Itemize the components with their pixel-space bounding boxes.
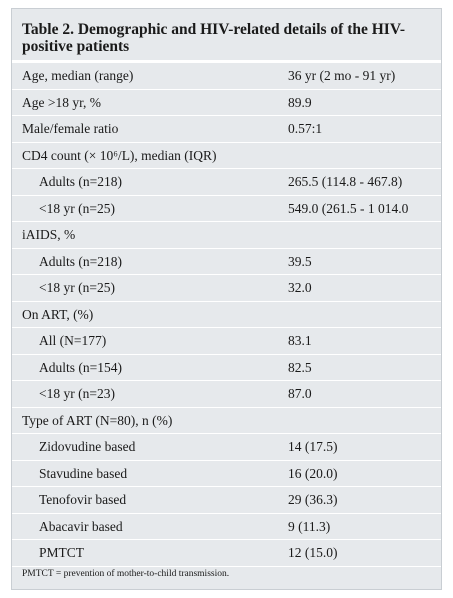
table-row: Age >18 yr, % 89.9 xyxy=(12,90,441,116)
row-value: 549.0 (261.5 - 1 014.0 xyxy=(288,200,409,216)
row-label: Tenofovir based xyxy=(39,492,127,507)
row-label: Male/female ratio xyxy=(22,121,119,136)
row-label: Adults (n=218) xyxy=(39,253,122,269)
row-value: 29 (36.3) xyxy=(288,492,338,507)
table-row: <18 yr (n=25) 32.0 xyxy=(12,275,441,302)
row-value: 89.9 xyxy=(288,94,312,110)
table-row: Type of ART (N=80), n (%) xyxy=(12,408,441,434)
row-value: 32.0 xyxy=(288,280,312,295)
row-value: 9 (11.3) xyxy=(288,518,331,534)
row-value: 87.0 xyxy=(288,386,312,401)
table-row: All (N=177) 83.1 xyxy=(12,328,441,355)
table-row: iAIDS, % xyxy=(12,222,441,249)
row-label: On ART, (%) xyxy=(22,306,94,322)
row-label: Zidovudine based xyxy=(39,439,136,454)
table-row: PMTCT 12 (15.0) xyxy=(12,540,441,567)
table-row: Tenofovir based 29 (36.3) xyxy=(12,487,441,514)
row-value: 0.57:1 xyxy=(288,121,323,136)
table-row: <18 yr (n=25) 549.0 (261.5 - 1 014.0 xyxy=(12,196,441,222)
row-value: 82.5 xyxy=(288,359,312,375)
row-label: Adults (n=154) xyxy=(39,359,122,375)
row-label: <18 yr (n=23) xyxy=(39,386,115,401)
row-label: Adults (n=218) xyxy=(39,174,122,189)
row-label: Abacavir based xyxy=(39,518,123,534)
table-row: Age, median (range) 36 yr (2 mo - 91 yr) xyxy=(12,63,441,90)
table-footnote: PMTCT = prevention of mother-to-child tr… xyxy=(22,569,230,579)
row-value: 39.5 xyxy=(288,253,312,269)
row-label: CD4 count (× 10⁶/L), median (IQR) xyxy=(22,147,217,163)
row-label: Age, median (range) xyxy=(22,68,134,83)
row-value: 12 (15.0) xyxy=(288,545,338,560)
row-label: <18 yr (n=25) xyxy=(39,200,115,216)
row-label: Type of ART (N=80), n (%) xyxy=(22,412,173,428)
row-value: 265.5 (114.8 - 467.8) xyxy=(288,174,403,189)
row-value: 16 (20.0) xyxy=(288,465,338,481)
table-row: CD4 count (× 10⁶/L), median (IQR) xyxy=(12,143,441,169)
table-row: On ART, (%) xyxy=(12,302,441,328)
table-row: Adults (n=218) 39.5 xyxy=(12,249,441,275)
title-divider xyxy=(12,60,441,63)
table-row: <18 yr (n=23) 87.0 xyxy=(12,381,441,408)
row-label: iAIDS, % xyxy=(22,227,76,242)
table-row: Adults (n=218) 265.5 (114.8 - 467.8) xyxy=(12,169,441,196)
table-row: Male/female ratio 0.57:1 xyxy=(12,116,441,143)
row-label: Age >18 yr, % xyxy=(22,94,102,110)
row-value: 14 (17.5) xyxy=(288,439,338,454)
table-row: Adults (n=154) 82.5 xyxy=(12,355,441,381)
table-card: Table 2. Demographic and HIV-related det… xyxy=(11,8,442,590)
row-value: 83.1 xyxy=(288,333,312,348)
row-label: All (N=177) xyxy=(39,333,107,348)
row-label: <18 yr (n=25) xyxy=(39,280,115,295)
table-row: Zidovudine based 14 (17.5) xyxy=(12,434,441,461)
row-label: Stavudine based xyxy=(39,465,128,481)
table-title: Table 2. Demographic and HIV-related det… xyxy=(22,21,406,55)
table-body: Age, median (range) 36 yr (2 mo - 91 yr) A… xyxy=(12,63,441,567)
row-label: PMTCT xyxy=(39,545,85,560)
row-value: 36 yr (2 mo - 91 yr) xyxy=(288,68,396,83)
table-row: Stavudine based 16 (20.0) xyxy=(12,461,441,487)
table-row: Abacavir based 9 (11.3) xyxy=(12,514,441,540)
